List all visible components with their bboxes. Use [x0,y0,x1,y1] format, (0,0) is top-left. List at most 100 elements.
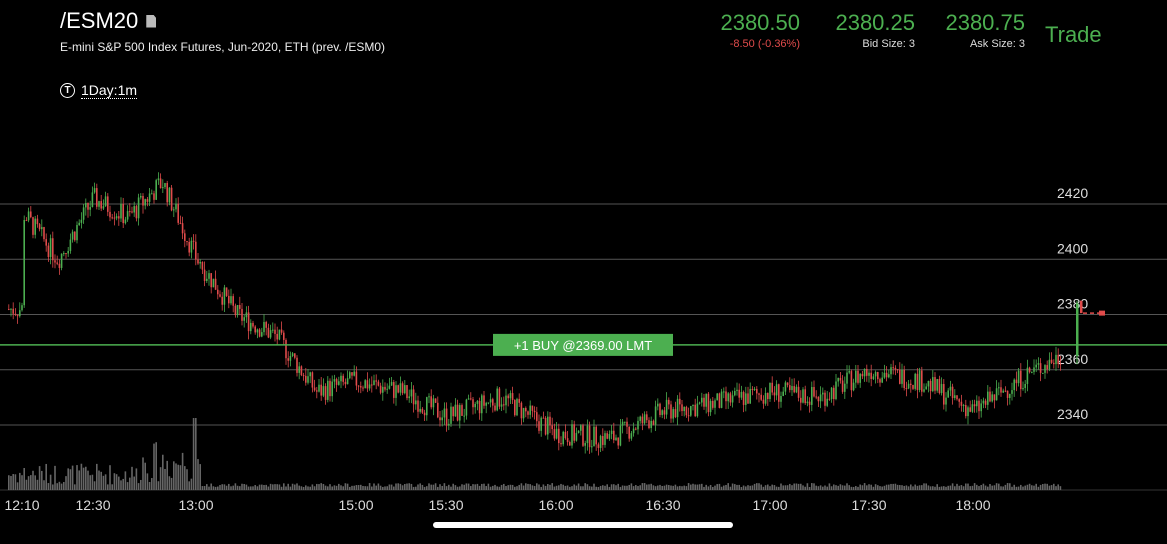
volume-bar [364,486,366,490]
candle [736,389,738,392]
candle [1080,300,1083,314]
candle [793,386,795,393]
volume-bar [36,479,39,490]
candle [184,233,186,241]
document-icon[interactable] [146,14,157,28]
volume-bar [305,485,307,490]
volume-bar [8,475,10,490]
volume-bar [791,485,793,490]
volume-bar [907,486,910,490]
volume-bar [725,484,727,490]
candle [140,195,142,198]
candle [254,326,256,333]
volume-bar [109,465,111,490]
volume-bar [604,485,606,490]
volume-bar [802,485,804,490]
candle [69,239,72,251]
volume-bar [164,468,166,490]
volume-bar [716,484,718,490]
candle [938,379,941,394]
candle [327,380,329,400]
candle [943,384,945,405]
candle [58,263,61,268]
candle [958,399,960,402]
volume-bar [817,486,820,490]
volume-bar [899,485,901,490]
volume-bar [399,483,402,490]
candle [652,420,655,425]
volume-bar [1035,483,1037,490]
bid-block[interactable]: 2380.25 Bid Size: 3 [815,10,915,50]
candle [734,391,736,396]
candle [558,428,560,444]
candle [38,224,41,230]
candle [135,206,138,219]
candle [533,410,536,413]
volume-bar [195,418,197,490]
volume-bar [914,484,916,490]
candle [280,329,283,333]
candle [835,381,837,400]
trade-button[interactable]: Trade [1045,22,1102,47]
volume-bar [564,485,567,490]
volume-bar [734,484,736,490]
volume-bar [896,484,899,490]
volume-bar [388,484,391,490]
volume-bar [225,485,228,490]
candle [124,219,127,224]
candle [162,187,164,189]
volume-bar [566,485,569,490]
volume-bar [186,469,188,490]
candle [234,305,237,316]
volume-bar [947,485,949,490]
volume-bar [142,457,144,490]
volume-bar [553,486,556,490]
candle [1020,370,1022,390]
candle [628,426,630,439]
candle [188,241,190,253]
volume-bar [509,484,512,490]
volume-bar [936,484,938,490]
volume-bar [190,478,193,490]
volume-bar [69,469,72,490]
candle [580,425,582,431]
candle [439,417,441,421]
order-label-box[interactable] [493,333,673,356]
volume-bar [78,470,80,490]
candle [978,400,980,412]
candle [621,421,624,426]
candle [945,397,947,405]
order-label[interactable]: +1 BUY @2369.00 LMT [514,338,652,353]
candle [764,392,767,404]
volume-bar [967,483,969,490]
volume-bar [569,486,571,490]
candle [505,395,507,406]
timeframe-selector[interactable]: T 1Day:1m [60,82,138,99]
candle [137,197,140,219]
volume-bar [276,484,278,490]
candle [586,425,589,444]
volume-bar [764,485,767,490]
volume-bar [628,484,630,490]
volume-bar [10,475,12,490]
candle [1039,363,1042,373]
volume-bar [1048,485,1051,490]
symbol-title[interactable]: /ESM20 [60,8,157,34]
volume-bar [769,486,771,490]
volume-bar [498,486,501,490]
volume-bar [371,486,373,490]
volume-bar [771,484,773,490]
ask-block[interactable]: 2380.75 Ask Size: 3 [925,10,1025,50]
candle [309,372,311,377]
volume-bar [91,474,94,490]
home-indicator[interactable] [433,522,733,528]
candle [1076,303,1079,356]
volume-bar [96,463,98,490]
candle [1031,371,1033,373]
volume-bar [113,473,116,490]
candle [703,397,705,407]
candle [1009,393,1011,398]
candle [769,382,771,400]
candle [195,241,197,260]
